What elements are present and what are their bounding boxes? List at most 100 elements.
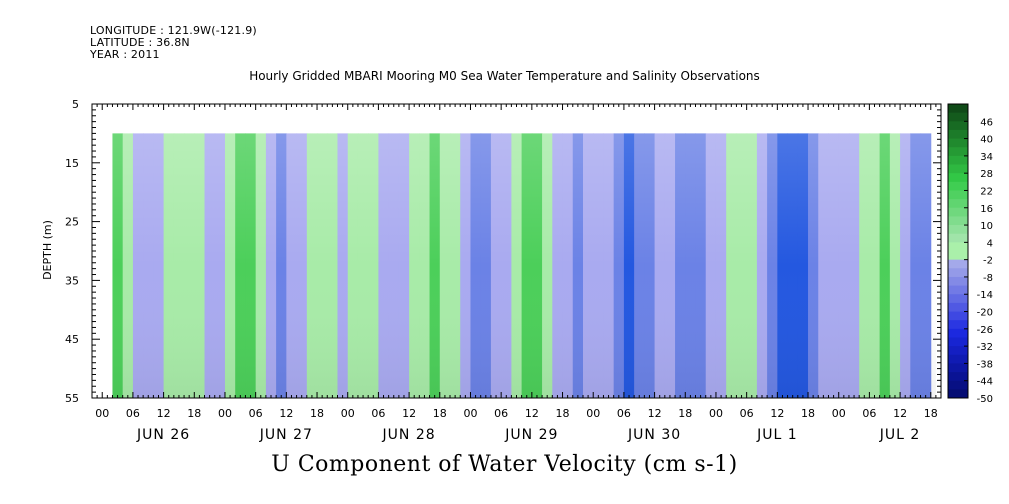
- colorbar-swatch: [948, 164, 968, 174]
- colorbar-swatch: [948, 389, 968, 399]
- x-tick-label: 18: [678, 407, 692, 420]
- heatmap-cells: [112, 133, 936, 398]
- colorbar-swatch: [948, 147, 968, 157]
- colorbar-swatch: [948, 225, 968, 235]
- colorbar-label: -38: [977, 359, 993, 370]
- colorbar-swatch: [948, 199, 968, 209]
- colorbar-label: 16: [980, 204, 993, 215]
- y-tick-label: 35: [65, 274, 79, 287]
- colorbar-swatch: [948, 320, 968, 330]
- x-tick-label: 18: [433, 407, 447, 420]
- x-day-label: JUN 30: [627, 427, 681, 443]
- x-tick-label: 12: [770, 407, 784, 420]
- colorbar-swatch: [948, 354, 968, 364]
- colorbar-swatch: [948, 268, 968, 278]
- colorbar-label: 22: [980, 186, 993, 197]
- plot-axes: 00 06 12 18 00 06 12 18 00 06 12 18 00 06 12 18 00 06 12 18…: [65, 98, 942, 443]
- colorbar-swatch: [948, 233, 968, 243]
- x-tick-label: 12: [279, 407, 293, 420]
- colorbar-swatch: [948, 104, 968, 114]
- x-tick-label: 06: [371, 407, 385, 420]
- colorbar-swatch: [948, 276, 968, 286]
- colorbar-swatch: [948, 380, 968, 390]
- colorbar-swatch: [948, 302, 968, 312]
- x-tick-label: 06: [249, 407, 263, 420]
- colorbar-swatch: [948, 328, 968, 338]
- x-tick-label: 06: [862, 407, 876, 420]
- x-tick-label: 12: [157, 407, 171, 420]
- heatmap-shading: [112, 133, 936, 398]
- y-tick-label: 55: [65, 392, 79, 405]
- colorbar-swatch: [948, 259, 968, 269]
- x-day-label: JUN 26: [136, 427, 190, 443]
- x-tick-label: 06: [494, 407, 508, 420]
- x-tick-label: 00: [463, 407, 477, 420]
- colorbar-label: 34: [980, 152, 993, 163]
- x-tick-label: 18: [187, 407, 201, 420]
- colorbar-swatch: [948, 337, 968, 347]
- colorbar-swatch: [948, 181, 968, 191]
- colorbar-swatch: [948, 242, 968, 252]
- x-tick-label: 18: [924, 407, 938, 420]
- x-day-label: JUN 28: [382, 427, 436, 443]
- colorbar-swatch: [948, 372, 968, 382]
- x-day-label: JUN 29: [504, 427, 558, 443]
- colorbar-swatch: [948, 363, 968, 373]
- x-tick-label: 12: [648, 407, 662, 420]
- x-day-label: JUL 2: [879, 427, 921, 443]
- colorbar-label: -50: [977, 394, 993, 405]
- colorbar-swatch: [948, 121, 968, 131]
- colorbar-label: 40: [980, 135, 993, 146]
- x-tick-label: 12: [893, 407, 907, 420]
- x-tick-label: 00: [586, 407, 600, 420]
- latitude-label: LATITUDE : 36.8N: [90, 36, 190, 49]
- longitude-label: LONGITUDE : 121.9W(-121.9): [90, 24, 257, 37]
- x-tick-label: 12: [402, 407, 416, 420]
- colorbar-swatch: [948, 207, 968, 217]
- x-tick-label: 00: [95, 407, 109, 420]
- x-tick-label: 06: [126, 407, 140, 420]
- colorbar-label: -2: [983, 256, 993, 267]
- x-day-label: JUL 1: [756, 427, 798, 443]
- colorbar-swatch: [948, 251, 968, 261]
- y-tick-label: 45: [65, 333, 79, 346]
- x-tick-label: 06: [740, 407, 754, 420]
- year-label: YEAR : 2011: [90, 48, 160, 61]
- colorbar-swatch: [948, 155, 968, 165]
- x-tick-label: 00: [341, 407, 355, 420]
- colorbar-swatch: [948, 285, 968, 295]
- x-tick-label: 18: [801, 407, 815, 420]
- x-tick-label: 00: [832, 407, 846, 420]
- x-tick-label: 00: [218, 407, 232, 420]
- colorbar-swatch: [948, 346, 968, 356]
- colorbar-swatch: [948, 112, 968, 122]
- colorbar-frame: [947, 103, 969, 399]
- colorbar-swatch: [948, 190, 968, 200]
- y-axis-label: DEPTH (m): [41, 220, 54, 280]
- colorbar-swatch: [948, 311, 968, 321]
- colorbar-swatch: [948, 138, 968, 148]
- colorbar-label: -26: [977, 325, 993, 336]
- x-tick-label: 00: [709, 407, 723, 420]
- colorbar-swatch: [948, 294, 968, 304]
- colorbar: 46 40 34 28 22 16 10 4 -2 -8 -14 -20 -26 -32 -38 -44 -50: [947, 103, 993, 405]
- y-tick-label: 25: [65, 216, 79, 229]
- colorbar-label: 28: [980, 169, 993, 180]
- colorbar-label: -20: [977, 308, 993, 319]
- colorbar-label: 10: [980, 221, 993, 232]
- colorbar-swatch: [948, 216, 968, 226]
- x-tick-label: 12: [525, 407, 539, 420]
- colorbar-label: 46: [980, 117, 993, 128]
- y-tick-label: 15: [65, 157, 79, 170]
- x-tick-label: 06: [617, 407, 631, 420]
- colorbar-label: -8: [983, 273, 993, 284]
- colorbar-label: 4: [987, 238, 993, 249]
- chart-title: Hourly Gridded MBARI Mooring M0 Sea Wate…: [249, 69, 760, 83]
- colorbar-label: -44: [977, 377, 993, 388]
- chart-subtitle: U Component of Water Velocity (cm s-1): [271, 452, 738, 477]
- x-tick-label: 18: [556, 407, 570, 420]
- x-tick-label: 18: [310, 407, 324, 420]
- colorbar-swatch: [948, 173, 968, 183]
- colorbar-label: -14: [977, 290, 993, 301]
